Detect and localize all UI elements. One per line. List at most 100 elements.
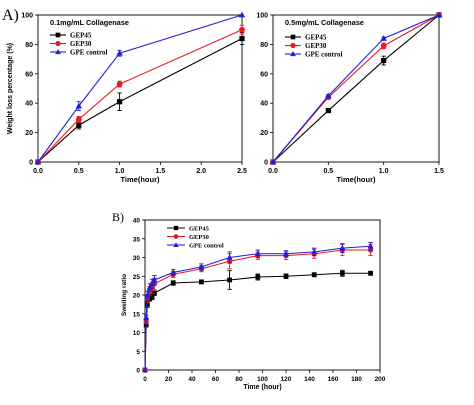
chart1-legend-label-gep30: GEP30: [305, 42, 327, 50]
chart2-x-tick-label: 200: [375, 376, 386, 383]
chart0-legend-marker-gep45: [55, 32, 61, 38]
chart1-y-tick-label: 100: [256, 13, 268, 20]
chart2-gep45-point: [227, 277, 232, 283]
chart2-gpe-control-point: [198, 263, 205, 270]
chart0-x-tick-label: 2.0: [196, 168, 206, 175]
chart0-gep45-point: [117, 99, 123, 105]
chart1-y-tick-label: 40: [260, 101, 268, 108]
chart2-y-tick-label: 0: [136, 368, 140, 375]
chart0-y-tick-label: 20: [25, 130, 33, 137]
chart2-x-axis-label: Time (hour): [243, 384, 281, 391]
chart1-y-tick-label: 20: [260, 130, 268, 137]
chart0-y-tick-label: 0: [29, 160, 33, 167]
chart1-gep30-point: [380, 43, 387, 49]
chart2-y-tick-label: 30: [133, 255, 141, 262]
chart2-y-tick-label: 40: [133, 218, 141, 225]
chart2-x-tick-label: 180: [351, 376, 362, 383]
chart2-series-gep30: [142, 243, 374, 373]
chart1-y-tick-label: 80: [260, 42, 268, 49]
chart2-gpe-control-point: [142, 366, 148, 373]
chart2-gpe-control-point: [151, 276, 158, 283]
chart0-gep30-point: [239, 26, 245, 33]
chart2-x-tick-label: 80: [235, 376, 243, 383]
chart2-y-tick-label: 15: [133, 311, 141, 318]
chart2-y-tick-label: 5: [136, 349, 140, 356]
chart1-gep45-line: [272, 14, 440, 163]
chart2-x-tick-label: 0: [143, 376, 147, 383]
chart0-gpe-control-point: [238, 11, 246, 18]
chart0-legend-label-gep30: GEP30: [70, 40, 92, 48]
chart2-y-tick-label: 25: [133, 274, 141, 281]
chart0-series-gep30: [35, 24, 245, 165]
chart2-y-axis-label: Swelling ratio: [121, 274, 128, 316]
chart2-gpe-control-point: [339, 245, 346, 251]
chart2-series-gep45: [142, 269, 373, 373]
chart0-y-tick-label: 60: [25, 71, 33, 78]
chart0-gep30-point: [116, 81, 123, 87]
chart2-gpe-control-point: [283, 250, 289, 256]
chart1-series-gpe-control: [269, 11, 443, 165]
chart1-chart-title: 0.5mg/mL Collagenase: [285, 18, 364, 27]
chart0-y-tick-label: 80: [25, 42, 33, 49]
chart2-x-tick-label: 140: [304, 376, 315, 383]
chart0-gpe-control-line: [37, 14, 243, 163]
chart1-gpe-control-point: [269, 158, 277, 165]
chart2-y-tick-label: 20: [133, 293, 141, 300]
chart0-x-tick-label: 1.5: [156, 168, 166, 175]
chart0-plot-frame: [37, 14, 243, 163]
chart0-x-tick-label: 0.0: [33, 168, 43, 175]
chart2-x-tick-label: 40: [188, 376, 196, 383]
chart2-gpe-control-point: [254, 250, 261, 256]
chart2-gep45-point: [283, 273, 289, 279]
chart2-gep45-point: [368, 270, 373, 276]
chart1-x-tick-label: 0.5: [323, 168, 333, 175]
chart0-gep45-point: [76, 122, 82, 128]
chart1-y-tick-label: 60: [260, 71, 268, 78]
chart1-legend-marker-gep30: [290, 42, 296, 49]
chart2-gep45-point: [152, 290, 157, 296]
panel-b-label: B): [112, 210, 124, 224]
chart2-legend-marker-gpe-control: [173, 242, 179, 247]
chart1-series-gep45: [270, 12, 442, 165]
chart0-chart-title: 0.1mg/mL Collagenase: [50, 18, 129, 27]
chart0-series-gep45: [35, 32, 245, 165]
chart2-x-tick-label: 100: [257, 376, 268, 383]
chart2-gep45-point: [255, 274, 261, 280]
chart1-gpe-control-point: [325, 92, 332, 99]
chart1-gep45-point: [325, 107, 331, 114]
chart1-x-axis-label: Time(hour): [336, 175, 376, 184]
chart-a-weight-loss-0-1: 0.0 0.5 1.0 1.5 2.0 2.5 0 20 40 60 80 100 Time(hour)…: [7, 11, 247, 184]
chart2-series-gpe-control: [142, 242, 374, 373]
chart2-gep45-point: [149, 294, 155, 300]
chart0-legend-marker-gpe-control: [55, 48, 61, 55]
chart2-gpe-control-point: [144, 291, 151, 298]
chart0-gpe-control-point: [116, 49, 123, 56]
chart2-gep45-point: [199, 279, 204, 285]
chart0-x-tick-label: 1.0: [115, 168, 125, 175]
chart2-legend-label-gep45: GEP45: [189, 226, 210, 233]
chart2-legend-label-gep30: GEP30: [189, 234, 209, 241]
chart1-plot-frame: [272, 14, 440, 163]
chart2-y-tick-label: 35: [133, 236, 141, 243]
chart0-gep30-point: [75, 116, 82, 123]
chart1-legend-marker-gpe-control: [290, 50, 296, 57]
chart-b-swelling-ratio: 0 20 40 60 80 100 120 140 160 180 200 0 5 10 15 20 25 30 3…: [121, 218, 386, 392]
chart2-gep30-line: [144, 249, 371, 371]
chart0-gep30-line: [37, 29, 243, 163]
chart2-gep45-point: [170, 280, 176, 286]
panel-a-label: A): [2, 7, 19, 24]
chart2-y-tick-label: 10: [133, 330, 141, 337]
chart2-gpe-control-point: [226, 254, 233, 260]
chart0-y-tick-label: 100: [21, 13, 33, 20]
chart2-gpe-control-point: [170, 269, 177, 275]
chart0-gep45-point: [239, 35, 245, 42]
chart2-gep45-point: [340, 270, 345, 276]
chart2-gpe-control-point: [143, 314, 150, 320]
chart1-legend-label-gpe-control: GPE control: [305, 51, 342, 59]
chart2-x-tick-label: 60: [212, 376, 220, 383]
chart1-gpe-control-point: [380, 35, 387, 41]
chart2-x-tick-label: 120: [281, 376, 292, 383]
